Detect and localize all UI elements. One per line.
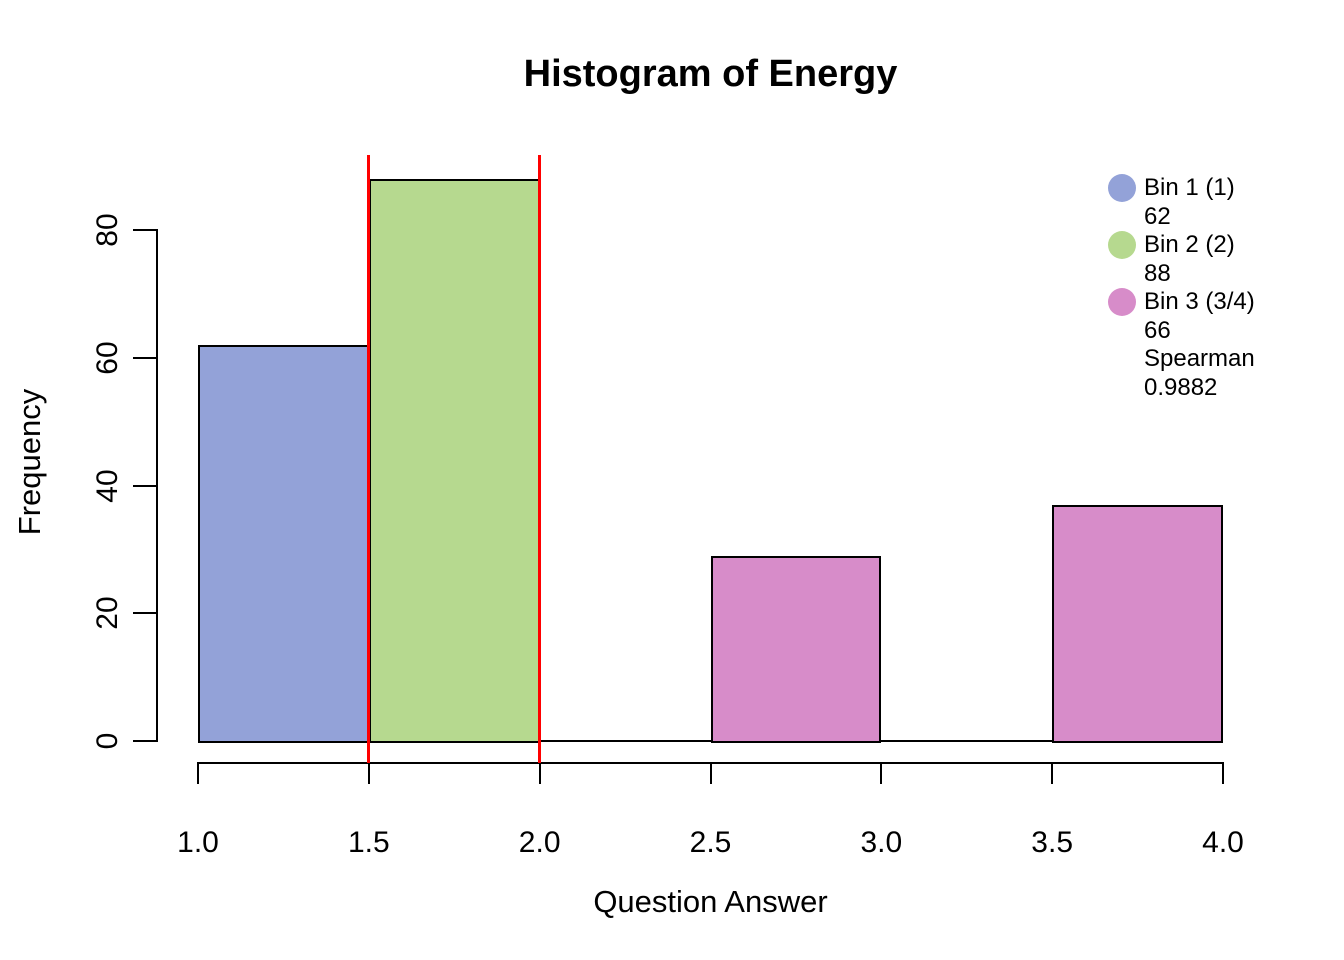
legend-text: 66 [1144, 316, 1171, 344]
legend-row: 0.9882 [1108, 374, 1255, 403]
legend-text: Spearman [1144, 345, 1255, 373]
x-tick-1.0 [197, 764, 199, 784]
y-tick-20 [133, 612, 156, 615]
histogram-bar-bin-3a [710, 555, 882, 743]
legend-spacer [1108, 216, 1144, 217]
legend-swatch-bin-2 [1108, 231, 1136, 260]
histogram-bar-bin-2 [368, 178, 540, 743]
x-tick-3.5 [1051, 764, 1054, 784]
x-axis-title: Question Answer [593, 884, 828, 919]
y-tick-label-0: 0 [91, 732, 124, 750]
x-tick-3.0 [880, 764, 883, 784]
marker-line-1 [367, 155, 371, 763]
legend-row: Bin 3 (3/4) [1108, 288, 1255, 317]
legend-spacer [1108, 273, 1144, 274]
x-tick-label-3.5: 3.5 [1031, 826, 1074, 859]
y-tick-60 [133, 356, 156, 359]
legend-row: 88 [1108, 260, 1255, 289]
y-tick-40 [133, 484, 156, 487]
x-tick-4.0 [1222, 764, 1224, 784]
x-tick-label-4.0: 4.0 [1202, 826, 1244, 859]
x-tick-label-1.5: 1.5 [347, 826, 390, 859]
x-tick-label-1.0: 1.0 [177, 826, 219, 859]
legend-row: 66 [1108, 317, 1255, 346]
legend-swatch-bin-3 [1108, 288, 1136, 317]
y-axis-line [156, 229, 158, 742]
legend-text: Bin 3 (3/4) [1144, 288, 1255, 316]
y-tick-label-40: 40 [91, 468, 124, 503]
legend-text: Bin 1 (1) [1144, 174, 1235, 202]
y-axis-title: Frequency [12, 388, 47, 536]
legend-spacer [1108, 330, 1144, 331]
legend-spacer [1108, 387, 1144, 388]
legend-spacer [1108, 359, 1144, 360]
x-tick-2.0 [538, 764, 541, 784]
legend-text: 62 [1144, 202, 1171, 230]
histogram-bar-bin-1 [198, 344, 369, 743]
legend: Bin 1 (1) 62 Bin 2 (2) 88 Bin 3 (3/4) 66 Spear… [1108, 174, 1255, 402]
x-axis-line [197, 762, 1224, 764]
histogram-bar-bin-3b [1052, 504, 1223, 743]
y-tick-label-80: 80 [91, 213, 124, 247]
legend-text: 0.9882 [1144, 373, 1218, 401]
legend-swatch-bin-1 [1108, 174, 1136, 203]
y-tick-80 [133, 229, 156, 231]
y-tick-0 [133, 740, 156, 742]
legend-row: Bin 2 (2) [1108, 231, 1255, 260]
legend-row: Bin 1 (1) [1108, 174, 1255, 203]
x-tick-label-2.5: 2.5 [689, 826, 732, 859]
y-tick-label-60: 60 [91, 341, 124, 375]
legend-text: 88 [1144, 259, 1171, 287]
legend-text: Bin 2 (2) [1144, 231, 1235, 259]
y-tick-label-20: 20 [91, 596, 124, 630]
x-tick-label-2.0: 2.0 [518, 826, 561, 859]
x-tick-label-3.0: 3.0 [860, 826, 903, 859]
legend-row: Spearman [1108, 345, 1255, 374]
legend-row: 62 [1108, 203, 1255, 232]
x-tick-2.5 [709, 764, 712, 784]
marker-line-2 [538, 155, 542, 763]
x-tick-1.5 [367, 764, 370, 784]
chart-title: Histogram of Energy [523, 53, 898, 95]
